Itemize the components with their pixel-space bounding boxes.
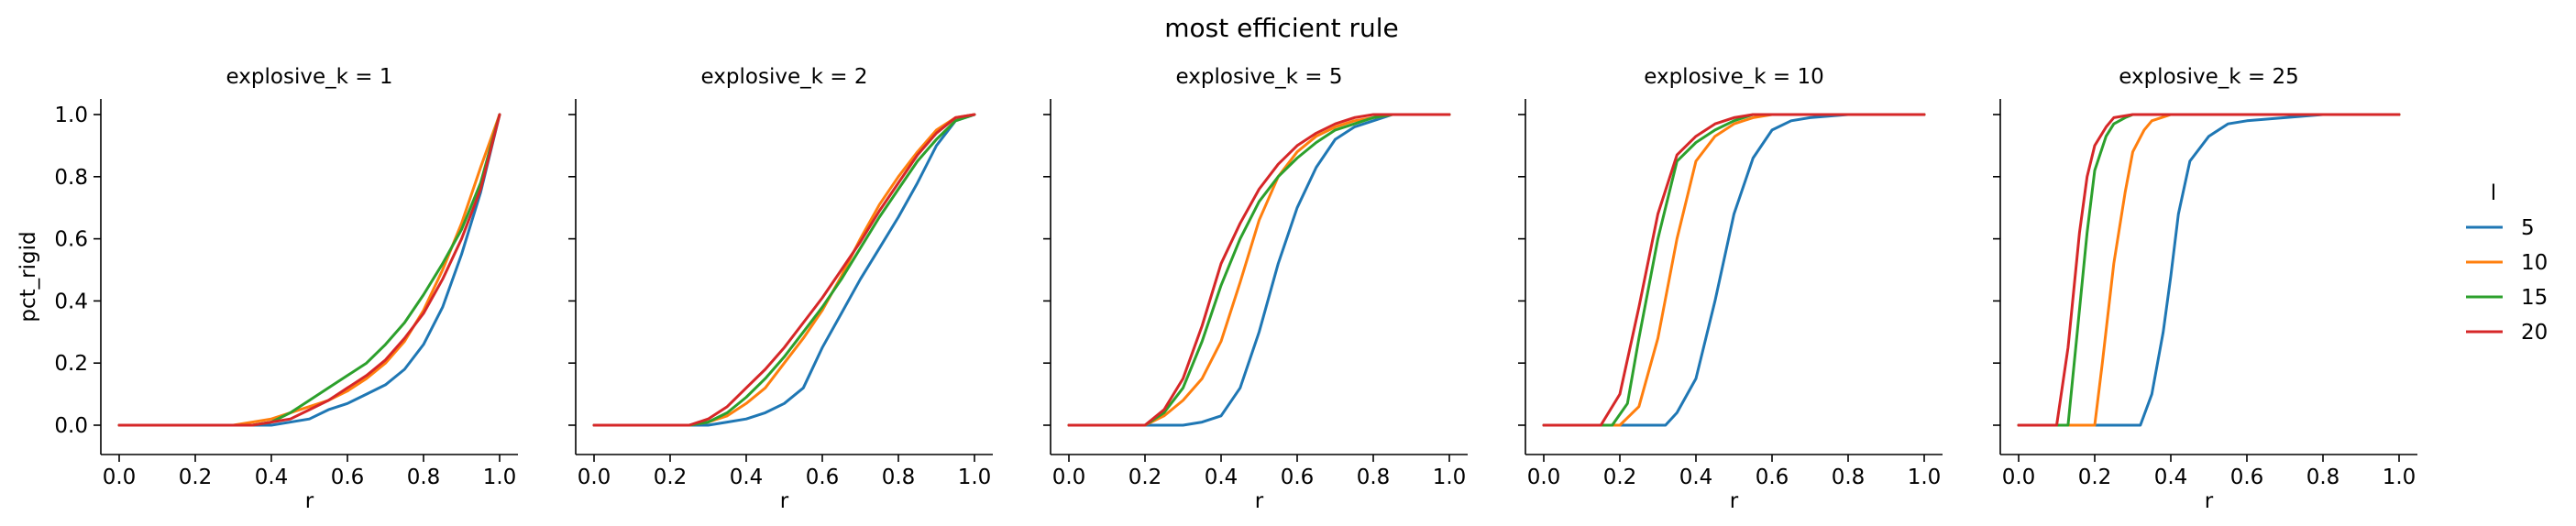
panel-3: explosive_k = 5 0.0 0.2 0.4 0.6 0.8 1.0 r — [1043, 65, 1468, 513]
x-tick-label: 0.0 — [2002, 466, 2036, 489]
legend-title: l — [2491, 181, 2496, 205]
x-tick-label: 0.0 — [1052, 466, 1086, 489]
series-line-l-5 — [592, 113, 976, 427]
x-tick-label: 0.4 — [730, 466, 764, 489]
panel-title: explosive_k = 10 — [1644, 65, 1824, 89]
y-tick-label: 0.8 — [54, 166, 88, 190]
legend: l 5 10 15 20 — [2466, 181, 2548, 345]
x-tick-label: 1.0 — [958, 466, 992, 489]
series-line-l-10 — [592, 113, 976, 427]
y-tick-label: 0.6 — [54, 228, 88, 252]
x-tick-label: 1.0 — [1433, 466, 1467, 489]
panel-2: explosive_k = 2 0.0 0.2 0.4 0.6 0.8 1.0 r — [568, 65, 993, 513]
x-tick-label: 0.6 — [331, 466, 365, 489]
series-line-l-20 — [2017, 113, 2401, 427]
legend-label: 5 — [2521, 216, 2535, 240]
panels: explosive_k = 1 0.0 0.2 0.4 0.6 0.8 1.0 0.0 0.2 0… — [17, 65, 2417, 513]
x-tick-label: 0.8 — [407, 466, 441, 489]
x-tick-label: 0.4 — [2154, 466, 2188, 489]
x-tick-label: 1.0 — [483, 466, 517, 489]
panel-title: explosive_k = 1 — [226, 65, 393, 89]
x-tick-label: 0.8 — [1357, 466, 1391, 489]
legend-label: 15 — [2521, 286, 2548, 310]
series-line-l-20 — [1067, 113, 1451, 427]
x-axis-label: r — [1730, 489, 1739, 513]
panel-5: explosive_k = 25 0.0 0.2 0.4 0.6 0.8 1.0 r — [1993, 65, 2417, 513]
panel-1: explosive_k = 1 0.0 0.2 0.4 0.6 0.8 1.0 0.0 0.2 0… — [17, 65, 518, 513]
x-tick-label: 0.8 — [1832, 466, 1866, 489]
series-line-l-10 — [1542, 113, 1926, 427]
series-line-l-5 — [1067, 113, 1451, 427]
series-line-l-20 — [117, 113, 501, 427]
panel-4: explosive_k = 10 0.0 0.2 0.4 0.6 0.8 1.0 r — [1518, 65, 1943, 513]
series-line-l-5 — [117, 113, 501, 427]
x-axis-label: r — [780, 489, 789, 513]
x-tick-label: 0.6 — [2230, 466, 2264, 489]
x-tick-label: 0.4 — [1679, 466, 1713, 489]
series-line-l-15 — [117, 113, 501, 427]
series-line-l-5 — [2017, 113, 2401, 427]
x-tick-label: 0.6 — [806, 466, 840, 489]
x-tick-label: 0.2 — [1128, 466, 1162, 489]
x-tick-label: 0.6 — [1756, 466, 1789, 489]
legend-label: 10 — [2521, 251, 2548, 275]
series-line-l-15 — [1067, 113, 1451, 427]
x-tick-label: 0.2 — [654, 466, 688, 489]
x-tick-label: 0.0 — [103, 466, 137, 489]
y-tick-label: 0.4 — [54, 290, 88, 313]
x-axis-label: r — [305, 489, 314, 513]
x-tick-label: 0.6 — [1281, 466, 1315, 489]
panel-title: explosive_k = 5 — [1176, 65, 1343, 89]
x-tick-label: 1.0 — [2383, 466, 2416, 489]
x-tick-label: 0.2 — [179, 466, 213, 489]
x-axis-label: r — [2205, 489, 2214, 513]
x-tick-label: 0.8 — [882, 466, 916, 489]
series-line-l-20 — [1542, 113, 1926, 427]
x-tick-label: 0.2 — [1603, 466, 1637, 489]
series-line-l-5 — [1542, 113, 1926, 427]
chart-title: most efficient rule — [1164, 13, 1398, 43]
y-tick-label: 0.2 — [54, 352, 88, 376]
x-tick-label: 0.4 — [255, 466, 289, 489]
x-tick-label: 0.0 — [1527, 466, 1561, 489]
y-tick-label: 0.0 — [54, 414, 88, 438]
series-line-l-10 — [1067, 113, 1451, 427]
x-tick-label: 0.8 — [2306, 466, 2340, 489]
x-tick-label: 0.0 — [578, 466, 611, 489]
x-tick-label: 1.0 — [1908, 466, 1942, 489]
panel-title: explosive_k = 25 — [2119, 65, 2299, 89]
legend-label: 20 — [2521, 321, 2548, 345]
series-line-l-10 — [117, 113, 501, 427]
series-line-l-20 — [592, 113, 976, 427]
y-tick-label: 1.0 — [54, 104, 88, 127]
x-tick-label: 0.2 — [2078, 466, 2112, 489]
panel-title: explosive_k = 2 — [701, 65, 868, 89]
series-line-l-15 — [592, 113, 976, 427]
y-axis-label: pct_rigid — [17, 231, 40, 322]
series-line-l-15 — [1542, 113, 1926, 427]
x-axis-label: r — [1255, 489, 1264, 513]
x-tick-label: 0.4 — [1205, 466, 1238, 489]
